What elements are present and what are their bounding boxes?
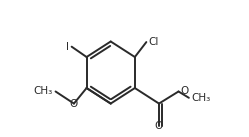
Text: I: I — [66, 42, 69, 52]
Text: O: O — [180, 86, 188, 96]
Text: CH₃: CH₃ — [191, 93, 211, 103]
Text: O: O — [70, 99, 78, 109]
Text: Cl: Cl — [149, 37, 159, 47]
Text: CH₃: CH₃ — [33, 86, 53, 96]
Text: O: O — [155, 121, 163, 131]
